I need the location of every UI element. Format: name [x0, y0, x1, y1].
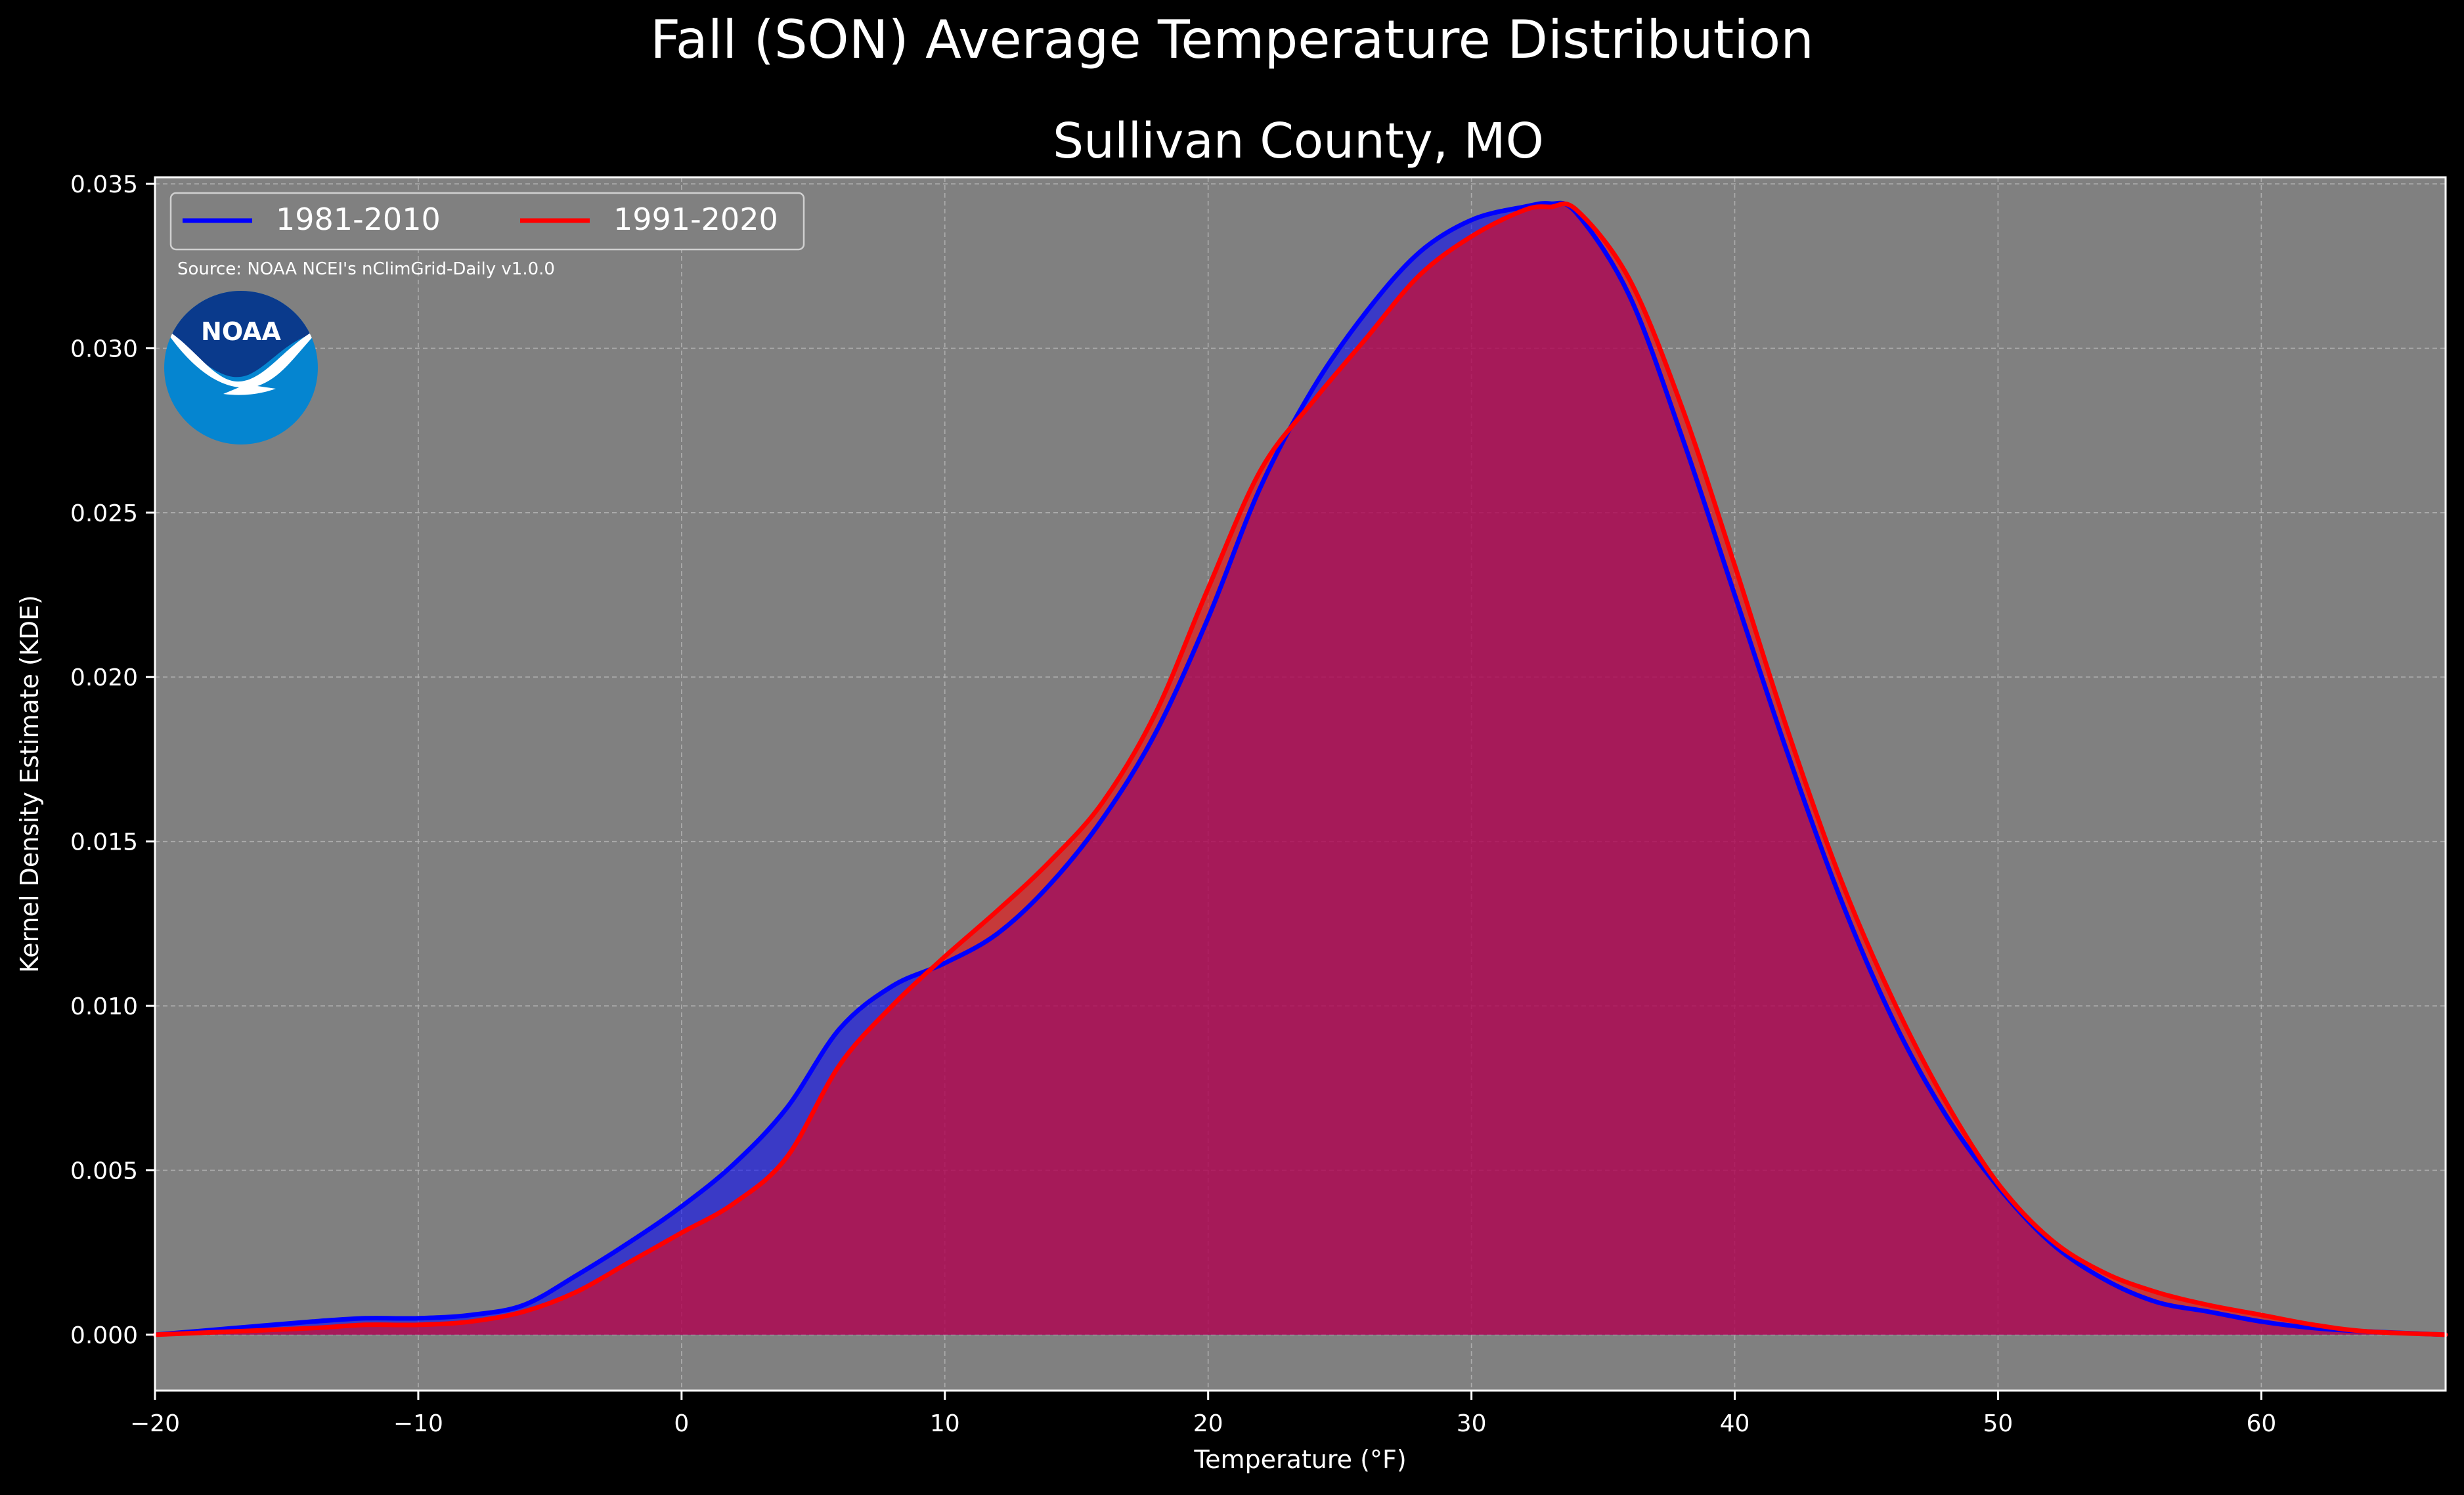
plot-frame: [154, 176, 2447, 1392]
y-tick-label: 0.000: [70, 1322, 138, 1349]
x-tick-label: −20: [130, 1410, 180, 1437]
noaa-logo-bird: [164, 327, 318, 395]
series-fill-1991-2020: [155, 204, 2446, 1335]
y-tick-label: 0.035: [70, 171, 138, 198]
y-tick-label: 0.020: [70, 664, 138, 691]
series-line-1991-2020: [152, 201, 2448, 1337]
legend: 1981-2010 1991-2020: [169, 192, 805, 251]
source-note: Source: NOAA NCEI's nClimGrid-Daily v1.0…: [177, 259, 555, 279]
series-lines: [152, 200, 2448, 1337]
x-tick-label: 0: [674, 1410, 689, 1437]
x-tick-label: 50: [1983, 1410, 2013, 1437]
legend-frame: [169, 192, 805, 251]
y-tick-label: 0.030: [70, 336, 138, 362]
y-axis-ticks: 0.000 0.005 0.010 0.015 0.020 0.025 0.030 0.035: [70, 171, 155, 1349]
y-tick-label: 0.005: [70, 1158, 138, 1184]
x-axis-label: Temperature (°F): [1193, 1445, 1406, 1474]
x-tick-label: 60: [2246, 1410, 2276, 1437]
y-tick-label: 0.025: [70, 500, 138, 527]
y-axis-label: Kernel Density Estimate (KDE): [15, 595, 44, 973]
x-tick-label: 40: [1720, 1410, 1750, 1437]
y-tick-label: 0.010: [70, 993, 138, 1020]
x-axis-ticks: −20 −10 0 10 20 30 40 50 60: [130, 1391, 2276, 1437]
x-tick-label: −10: [393, 1410, 443, 1437]
legend-label-1981-2010: 1981-2010: [276, 202, 441, 237]
x-tick-label: 20: [1193, 1410, 1223, 1437]
noaa-logo-sky: [164, 291, 318, 378]
chart-title: Sullivan County, MO: [1053, 113, 1544, 169]
x-tick-label: 10: [930, 1410, 960, 1437]
legend-label-1991-2020: 1991-2020: [613, 202, 778, 237]
y-tick-label: 0.015: [70, 829, 138, 856]
chart-suptitle: Fall (SON) Average Temperature Distribut…: [650, 9, 1814, 70]
series-fills: [155, 203, 2446, 1335]
x-tick-label: 30: [1457, 1410, 1487, 1437]
noaa-logo-text: NOAA: [201, 317, 281, 346]
noaa-logo: NOAA: [164, 291, 318, 444]
